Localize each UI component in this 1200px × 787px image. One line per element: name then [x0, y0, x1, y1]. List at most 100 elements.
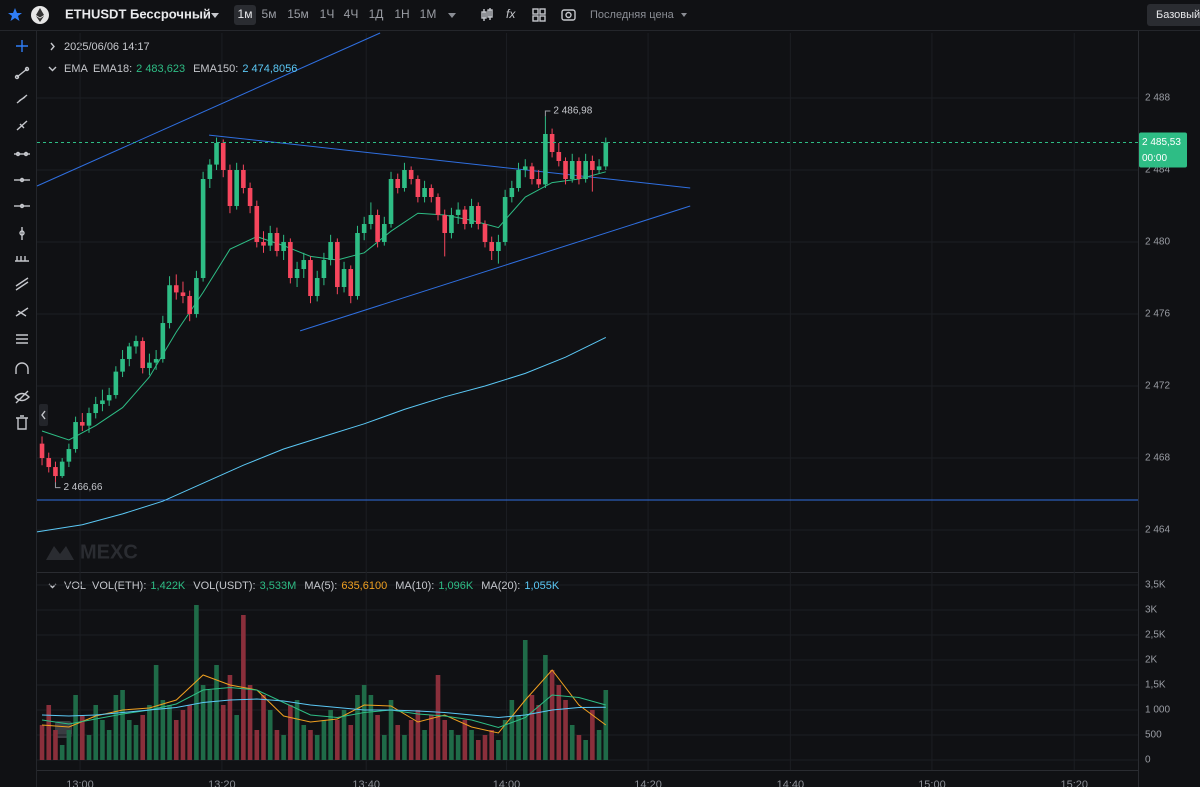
candle-body [576, 160, 582, 180]
drawing-tools[interactable] [14, 40, 30, 430]
price-type[interactable]: Последняя цена [590, 9, 675, 21]
candle-body [281, 242, 286, 252]
volume-bar [455, 735, 461, 760]
candle-body [569, 160, 575, 180]
favorite-star[interactable] [8, 8, 22, 21]
candle-body [402, 170, 407, 189]
legend-name: MA(5): [304, 580, 337, 592]
ema-collapse[interactable] [48, 66, 57, 72]
y-tick-label: 500 [1145, 730, 1162, 741]
y-tick-label: 2,5K [1145, 630, 1166, 641]
candle-body [140, 341, 146, 369]
volume-bar [93, 705, 99, 760]
candle-body [422, 188, 427, 198]
layout-button-bg[interactable] [1147, 4, 1200, 26]
candle-body [267, 233, 273, 246]
timeframe[interactable]: 1Д [369, 7, 384, 21]
volume-bar [341, 710, 347, 760]
y-tick-label: 1,5K [1145, 680, 1166, 691]
legend-name: EMA150: [193, 63, 238, 75]
candle-body [522, 166, 528, 171]
volume-bar [160, 700, 166, 760]
volume-bar [509, 700, 515, 760]
candle-body [335, 242, 340, 288]
candle-body [543, 133, 548, 185]
volume-bar [39, 725, 45, 760]
candle-body [120, 359, 125, 372]
chart-type-icon[interactable] [481, 8, 493, 21]
layout-icon[interactable] [532, 8, 546, 22]
symbol-dropdown[interactable] [211, 13, 219, 18]
candle-body [308, 260, 313, 297]
volume-bar [502, 720, 508, 760]
volume-bar [153, 665, 159, 760]
volume-bar [120, 690, 125, 760]
watermark [46, 546, 74, 560]
collapse-arrow[interactable] [41, 410, 46, 420]
timeframe[interactable]: 4Ч [344, 7, 359, 21]
y-tick-label: 2 480 [1145, 237, 1170, 248]
timeframe[interactable]: 15м [287, 7, 309, 21]
volume-bar [328, 710, 333, 760]
extreme-label: 2 486,98 [553, 106, 592, 117]
candle-body [502, 197, 508, 243]
candle-body [590, 160, 595, 171]
timeframe-dropdown[interactable] [448, 13, 456, 18]
y-tick-label: 2K [1145, 655, 1158, 666]
candle-body [39, 443, 45, 459]
timeframe[interactable]: 5м [262, 7, 277, 21]
volume-bar [516, 715, 521, 760]
indicators-icon[interactable]: fx [506, 7, 516, 21]
candle-body [153, 359, 159, 363]
candle-body [227, 170, 233, 207]
volume-bar [180, 710, 186, 760]
timeframe[interactable]: 1М [420, 7, 437, 21]
candle-body [241, 170, 246, 189]
candle-body [395, 179, 401, 189]
layout-button[interactable]: Базовый [1156, 9, 1200, 21]
candle-body [469, 206, 474, 225]
volume-bar [140, 715, 146, 760]
volume-bar [234, 715, 239, 760]
price-type-dropdown[interactable] [681, 13, 687, 17]
candle-body [482, 224, 488, 243]
volume-ma-line [41, 698, 606, 719]
volume-bar [80, 715, 85, 760]
volume-bar [86, 735, 92, 760]
candle-body [375, 215, 380, 243]
timeframe[interactable]: 1м [238, 7, 253, 21]
volume-bar [133, 725, 139, 760]
x-tick-label: 14:20 [634, 779, 662, 787]
candle-body [455, 209, 461, 216]
volume-bar [59, 745, 65, 760]
timeframe[interactable]: 1Н [394, 7, 409, 21]
volume-bar [449, 730, 454, 760]
candle-body [442, 215, 448, 234]
y-tick-label: 2 472 [1145, 381, 1170, 392]
candle-body [93, 404, 99, 414]
legend-value: 2 483,623 [136, 63, 185, 75]
candle-body [596, 166, 602, 171]
eth-logo [36, 8, 44, 22]
expand-arrow[interactable] [50, 42, 55, 51]
legend-value: 3,533M [260, 580, 297, 592]
candle-body [382, 224, 387, 243]
legend-name: MA(20): [481, 580, 520, 592]
symbol[interactable]: ETHUSDT Бессрочный [65, 6, 211, 21]
legend-value: 2 474,8056 [242, 63, 297, 75]
candle-body [100, 400, 105, 405]
volume-bar [100, 720, 105, 760]
candle-body [214, 142, 219, 165]
volume-bar [596, 730, 602, 760]
volume-bar [462, 720, 468, 760]
candle-body [321, 260, 327, 279]
candle-body [274, 233, 280, 252]
candle-body [563, 160, 568, 180]
screenshot-icon[interactable] [561, 9, 576, 21]
collapse-tab[interactable] [39, 404, 48, 426]
volume-bar [147, 705, 152, 760]
candle-body [341, 269, 347, 288]
x-tick-label: 14:00 [493, 779, 521, 787]
timeframe[interactable]: 1Ч [320, 7, 335, 21]
